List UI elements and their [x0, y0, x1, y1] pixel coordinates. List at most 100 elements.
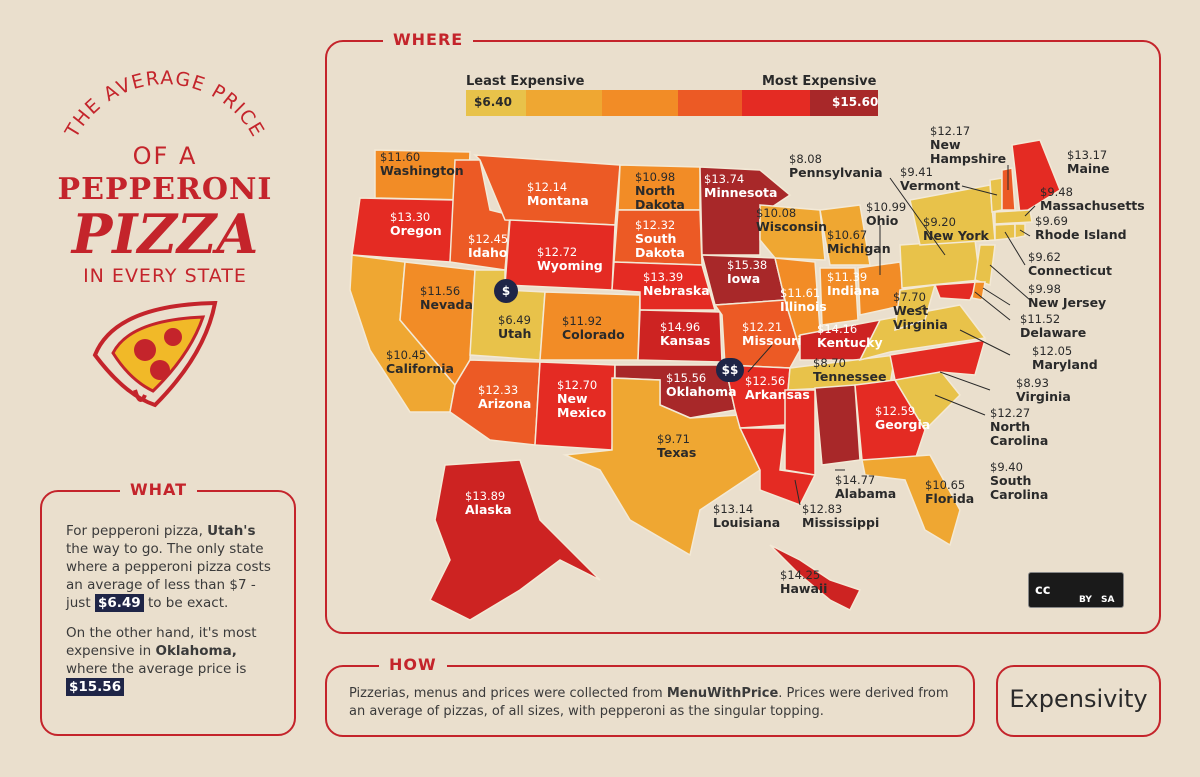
legend-least-label: Least Expensive	[466, 74, 585, 89]
state-rhode-island	[1014, 223, 1026, 239]
state-west-virginia	[894, 284, 937, 332]
legend-min-value: $6.40	[474, 95, 512, 109]
state-alabama	[814, 384, 861, 466]
label-wisconsin: $10.08 Wisconsin	[756, 206, 828, 234]
how-text-a: Pizzerias, menus and prices were collect…	[349, 686, 663, 701]
state-north-carolina	[889, 339, 987, 381]
state-florida	[861, 454, 961, 547]
label-new-hampshire: $12.17 New Hampshire	[930, 124, 1007, 166]
legend-swatch-2	[526, 90, 602, 116]
label-pennsylvania: $8.08 Pennsylvania	[789, 152, 883, 180]
what-paragraph-1: For pepperoni pizza, Utah's the way to g…	[66, 522, 278, 612]
label-kentucky: $14.16 Kentucky	[817, 322, 883, 350]
label-new-york: $9.20 New York	[923, 215, 989, 243]
label-iowa: $15.38 Iowa	[727, 258, 768, 286]
label-connecticut: $9.62 Connecticut	[1028, 250, 1112, 278]
legend-swatch-5	[742, 90, 810, 116]
state-mississippi	[784, 389, 816, 476]
label-wyoming: $12.72 Wyoming	[537, 245, 603, 273]
label-texas: $9.71 Texas	[657, 432, 697, 460]
label-nevada: $11.56 Nevada	[420, 284, 473, 312]
label-rhode-island: $9.69 Rhode Island	[1035, 214, 1127, 242]
title-block: THE AVERAGE PRICE OF A PEPPERONI PIZZA I…	[40, 60, 290, 420]
label-south-carolina: $9.40 South Carolina	[990, 460, 1049, 502]
brand-panel: Expensivity	[996, 665, 1161, 737]
label-maine: $13.17 Maine	[1067, 148, 1110, 176]
label-hawaii: $14.25 Hawaii	[780, 568, 828, 596]
label-colorado: $11.92 Colorado	[562, 314, 625, 342]
label-alaska: $13.89 Alaska	[465, 489, 512, 517]
state-indiana	[819, 267, 859, 326]
legend-swatch-3	[602, 90, 678, 116]
title-pepperoni: PEPPERONI	[57, 172, 273, 207]
legend-swatch-4	[678, 90, 742, 116]
what-p2-a: On the other hand, it's most expensive i…	[66, 625, 257, 659]
most-expensive-badge: $$	[716, 358, 744, 382]
what-p1-b: Utah's	[207, 523, 256, 539]
state-maryland	[933, 281, 980, 301]
cc-by-label: BY	[1079, 595, 1092, 605]
label-maryland: $12.05 Maryland	[1032, 344, 1098, 372]
label-missouri: $12.21 Missouri	[742, 320, 802, 348]
cc-icon: cc	[1035, 583, 1051, 598]
state-arkansas	[724, 364, 791, 429]
how-text-c: . Prices were derived from an average of…	[349, 686, 949, 719]
brand-logo: Expensivity	[1009, 685, 1148, 713]
label-montana: $12.14 Montana	[527, 180, 589, 208]
how-heading: HOW	[379, 655, 447, 674]
title-arc: THE AVERAGE PRICE	[61, 67, 268, 142]
state-new-jersey	[974, 244, 996, 287]
legend-max-value: $15.60	[832, 95, 879, 109]
label-south-dakota: $12.32 South Dakota	[635, 218, 685, 260]
how-text: Pizzerias, menus and prices were collect…	[349, 685, 959, 721]
what-p1-d: to be exact.	[147, 595, 229, 611]
state-texas	[562, 377, 761, 557]
label-minnesota: $13.74 Minnesota	[704, 172, 778, 200]
label-louisiana: $13.14 Louisiana	[713, 502, 781, 530]
what-heading: WHAT	[120, 480, 198, 499]
state-hawaii	[769, 544, 862, 612]
cc-sa-label: SA	[1101, 595, 1115, 605]
what-p2-c: where the average price is	[66, 661, 247, 677]
label-massachusetts: $9.48 Massachusetts	[1040, 185, 1145, 213]
label-tennessee: $8.70 Tennessee	[813, 356, 887, 384]
where-heading: WHERE	[383, 30, 474, 49]
label-indiana: $11.39 Indiana	[827, 270, 880, 298]
label-utah: $6.49 Utah	[498, 313, 532, 341]
cc-license-badge: cc BY SA	[1028, 572, 1124, 608]
label-west-virginia: $7.70 West Virginia	[893, 290, 948, 332]
label-delaware: $11.52 Delaware	[1020, 312, 1087, 340]
label-arkansas: $12.56 Arkansas	[745, 374, 810, 402]
label-illinois: $11.61 Illinois	[780, 286, 827, 314]
title-pizza: PIZZA	[71, 202, 259, 266]
label-ohio: $10.99 Ohio	[866, 200, 907, 228]
how-panel: HOW Pizzerias, menus and prices were col…	[325, 655, 975, 737]
what-p2-b: Oklahoma,	[155, 643, 237, 659]
what-panel: WHAT For pepperoni pizza, Utah's the way…	[40, 480, 296, 736]
state-georgia	[854, 379, 926, 461]
label-new-mexico: $12.70 New Mexico	[557, 378, 607, 420]
state-virginia	[858, 304, 987, 362]
state-delaware	[971, 281, 986, 301]
state-maine	[1011, 139, 1061, 217]
legend-most-label: Most Expensive	[762, 74, 877, 89]
oklahoma-price-highlight: $15.56	[66, 678, 125, 696]
label-oregon: $13.30 Oregon	[390, 210, 442, 238]
what-text: For pepperoni pizza, Utah's the way to g…	[66, 522, 278, 708]
pizza-slice-icon	[92, 300, 218, 408]
label-north-carolina: $12.27 North Carolina	[990, 406, 1049, 448]
title-every-state: IN EVERY STATE	[83, 265, 247, 287]
label-idaho: $12.45 Idaho	[468, 232, 509, 260]
state-wisconsin	[759, 204, 826, 261]
label-new-jersey: $9.98 New Jersey	[1028, 282, 1107, 310]
label-vermont: $9.41 Vermont	[900, 165, 961, 193]
where-panel: WHERE	[325, 30, 1161, 634]
legend-swatch-1	[466, 90, 526, 116]
label-oklahoma: $15.56 Oklahoma	[666, 371, 737, 399]
what-p1-c: the way to go. The only state where a pe…	[66, 541, 271, 611]
what-p1-a: For pepperoni pizza,	[66, 523, 203, 539]
state-michigan	[819, 204, 871, 266]
label-california: $10.45 California	[386, 348, 454, 376]
label-kansas: $14.96 Kansas	[660, 320, 711, 348]
state-massachusetts	[994, 209, 1033, 225]
